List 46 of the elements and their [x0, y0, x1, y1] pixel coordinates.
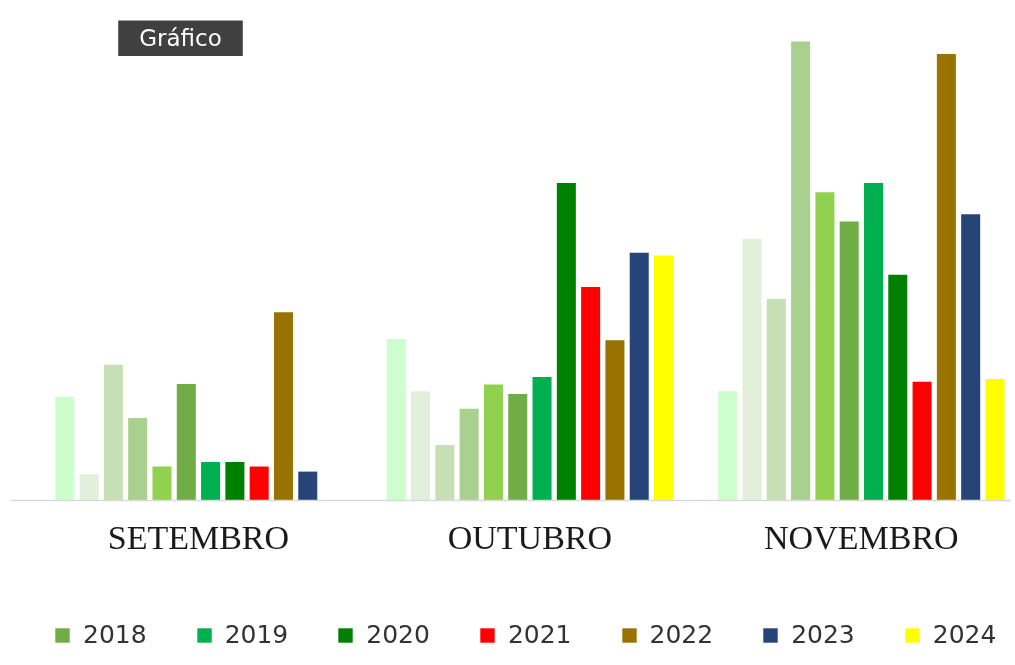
bar	[629, 252, 649, 501]
bar	[508, 394, 528, 501]
legend-label: 2023	[791, 620, 855, 649]
bar	[201, 461, 221, 501]
bar	[249, 466, 269, 501]
bar	[581, 287, 601, 501]
legend-label: 2024	[932, 620, 997, 649]
bar	[386, 338, 406, 501]
bar	[532, 377, 552, 501]
bar	[55, 396, 75, 501]
bar	[176, 383, 196, 501]
bar	[411, 391, 431, 501]
bar	[985, 378, 1005, 501]
bar	[128, 417, 148, 501]
bar	[839, 221, 859, 501]
bar	[912, 381, 932, 501]
legend-label: 2022	[649, 620, 714, 649]
bar	[483, 384, 503, 501]
legend-label: 2018	[83, 620, 147, 649]
bar	[815, 192, 835, 501]
bar	[936, 54, 956, 501]
bar	[103, 364, 123, 501]
x-tick-label: NOVEMBRO	[764, 518, 959, 556]
legend-label: 2020	[366, 620, 430, 649]
bar	[654, 255, 674, 501]
bar	[605, 340, 625, 501]
bar	[742, 238, 762, 501]
bar	[556, 182, 576, 501]
chart-title: Gráfico	[139, 25, 222, 51]
legend-label: 2021	[507, 620, 572, 649]
x-tick-label: OUTUBRO	[447, 518, 613, 556]
bar	[718, 391, 738, 501]
bar	[961, 214, 981, 501]
bar	[225, 461, 245, 501]
bar	[863, 182, 884, 501]
bar	[273, 312, 293, 501]
bar	[79, 474, 99, 501]
x-tick-label: SETEMBRO	[107, 518, 290, 556]
bar	[298, 471, 318, 501]
legend-label: 2019	[224, 620, 289, 649]
bar	[459, 408, 479, 501]
bar	[791, 41, 811, 501]
bar	[766, 299, 786, 501]
bar	[888, 274, 908, 501]
bar	[152, 466, 172, 501]
bar	[435, 444, 455, 501]
